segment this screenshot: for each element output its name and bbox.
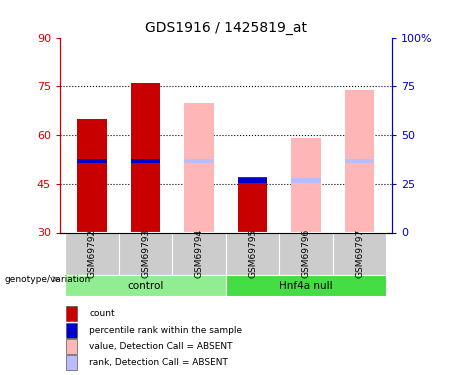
Text: count: count [89,309,115,318]
Bar [184,102,214,232]
Bar [65,339,77,354]
Bar [279,232,333,275]
Text: GSM69792: GSM69792 [88,229,96,278]
Text: GSM69795: GSM69795 [248,229,257,279]
Title: GDS1916 / 1425819_at: GDS1916 / 1425819_at [145,21,307,35]
Bar [65,232,119,275]
Bar [226,232,279,275]
Bar [77,119,107,232]
Text: GSM69796: GSM69796 [301,229,311,279]
Text: GSM69797: GSM69797 [355,229,364,279]
Bar [184,159,214,164]
Bar [172,232,226,275]
Bar [65,322,77,338]
Bar [131,159,160,164]
Bar [291,138,321,232]
Text: control: control [127,281,164,291]
Text: value, Detection Call = ABSENT: value, Detection Call = ABSENT [89,342,233,351]
Bar [291,178,321,183]
Bar [65,275,226,296]
Bar [131,83,160,232]
Bar [119,232,172,275]
Text: rank, Detection Call = ABSENT: rank, Detection Call = ABSENT [89,358,228,367]
Bar [238,177,267,232]
Bar [226,275,386,296]
Bar [65,306,77,321]
Text: GSM69794: GSM69794 [195,229,204,278]
Bar [333,232,386,275]
Bar [65,355,77,370]
Text: GSM69793: GSM69793 [141,229,150,279]
Bar [345,90,374,232]
Bar [345,159,374,164]
Bar [238,178,267,183]
Text: Hnf4a null: Hnf4a null [279,281,333,291]
Text: percentile rank within the sample: percentile rank within the sample [89,326,242,334]
Bar [77,159,107,164]
Text: genotype/variation: genotype/variation [5,275,91,284]
